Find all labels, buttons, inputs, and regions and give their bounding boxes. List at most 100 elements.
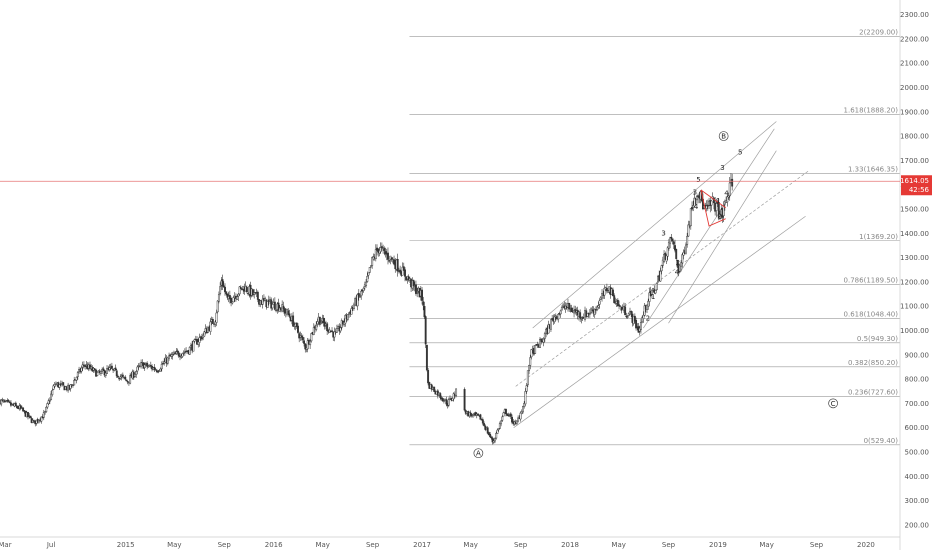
candle-body [333, 331, 336, 338]
fib-level-label: 1.618(1888.20) [844, 107, 899, 115]
candle-body [559, 310, 562, 315]
candle-body [300, 335, 303, 338]
wave-label: 5 [696, 176, 700, 184]
last-price-value: 1614.05 [900, 177, 929, 185]
triangle-pattern[interactable] [700, 189, 726, 227]
candle-body [676, 259, 679, 267]
candle-body [539, 338, 541, 348]
trend-line[interactable] [668, 150, 777, 324]
wave-label: 2 [676, 259, 680, 267]
candle-body [253, 292, 256, 295]
candle-body [659, 271, 662, 282]
trend-line[interactable] [532, 121, 777, 329]
triangle-lower-line[interactable] [700, 189, 726, 227]
candle-body [616, 299, 619, 307]
time-tick-label: Jul [46, 541, 56, 549]
price-tick-label: 2100.00 [900, 60, 929, 68]
candle-body [484, 425, 487, 430]
trend-line[interactable] [513, 215, 806, 428]
candle-body [647, 300, 650, 307]
candle-body [502, 412, 505, 417]
candle-body [387, 252, 389, 260]
candle-body [303, 340, 306, 344]
trend-line[interactable] [515, 169, 810, 387]
candle-body [519, 412, 522, 420]
candle-body [117, 376, 119, 378]
candle-body [404, 269, 406, 277]
candle-body [125, 379, 128, 382]
candle-body [695, 196, 698, 201]
time-tick-label: May [315, 541, 329, 549]
candle-body [486, 427, 489, 434]
trend-channel-lines[interactable] [513, 121, 810, 428]
candle-body [225, 291, 228, 295]
trend-line[interactable] [643, 128, 775, 329]
candle-body [705, 205, 708, 209]
time-tick-label: May [759, 541, 773, 549]
candle-body [331, 330, 333, 332]
candle-body [501, 416, 504, 421]
candle-body [396, 258, 399, 272]
candle-body [369, 265, 372, 268]
wave-circle-label: B [721, 133, 726, 141]
candle-body [80, 367, 83, 372]
elliott-wave-labels[interactable]: 1 2 3 4 2 3 4 5 1 2 3 4 5 A B C [473, 131, 838, 459]
candle-body [633, 315, 636, 322]
candle-body [534, 345, 537, 354]
fibonacci-retracement[interactable]: 0(529.40) 0.236(727.60) 0.382(850.20) 0.5(9… [409, 29, 900, 446]
candle-body [287, 310, 290, 315]
candle-body [682, 252, 685, 256]
candle-body [110, 365, 113, 369]
candle-body [491, 437, 494, 443]
candle-body [202, 334, 205, 339]
candle-body [506, 413, 509, 416]
candle-body [424, 316, 427, 345]
candle-body [166, 357, 169, 364]
triangle-upper-line[interactable] [700, 189, 726, 209]
candle-body [447, 399, 450, 406]
candle-body [236, 296, 239, 300]
candle-body [108, 367, 111, 371]
candle-body [554, 315, 557, 318]
candle-body [469, 412, 472, 416]
candle-body [73, 380, 76, 386]
candle-body [495, 433, 498, 439]
wave-label: 4 [694, 203, 699, 211]
candle-body [115, 370, 118, 377]
price-axis[interactable]: 200.00 300.00 400.00 500.00 600.00 700.00 800.… [899, 0, 929, 550]
candle-body [492, 440, 495, 443]
wave-circle-marker[interactable] [473, 448, 484, 459]
fib-level-label: 0.786(1189.50) [844, 276, 899, 284]
candle-body [318, 316, 321, 325]
wave-circle-label: C [831, 400, 836, 408]
wave-label: 2 [717, 213, 721, 221]
candle-body [719, 214, 721, 219]
time-tick-label: May [611, 541, 625, 549]
candle-body [69, 384, 72, 389]
candle-body [618, 304, 621, 306]
candle-body [671, 238, 674, 242]
candle-body [222, 285, 225, 288]
candle-body [198, 337, 201, 343]
time-axis[interactable]: Mar Jul 2015 May Sep 2016 May Sep 2017 May Sep 2018… [0, 536, 900, 549]
candle-body [47, 400, 50, 405]
candle-body [603, 287, 606, 296]
candle-body [104, 372, 107, 376]
fib-level-label: 0.382(850.20) [848, 359, 898, 367]
candle-body [292, 315, 295, 327]
candle-body [312, 327, 315, 335]
candle-body [275, 309, 278, 312]
wave-label: 1 [716, 197, 720, 205]
candle-body [383, 248, 386, 251]
wave-circle-marker[interactable] [718, 131, 729, 141]
wave-label: 3 [693, 188, 697, 196]
wave-circle-marker[interactable] [828, 398, 838, 409]
candle-body [681, 254, 684, 264]
candle-body [524, 391, 527, 405]
candle-body [374, 249, 377, 260]
price-tick-label: 1900.00 [900, 108, 929, 116]
candle-body [93, 368, 96, 371]
candle-body [619, 305, 622, 307]
